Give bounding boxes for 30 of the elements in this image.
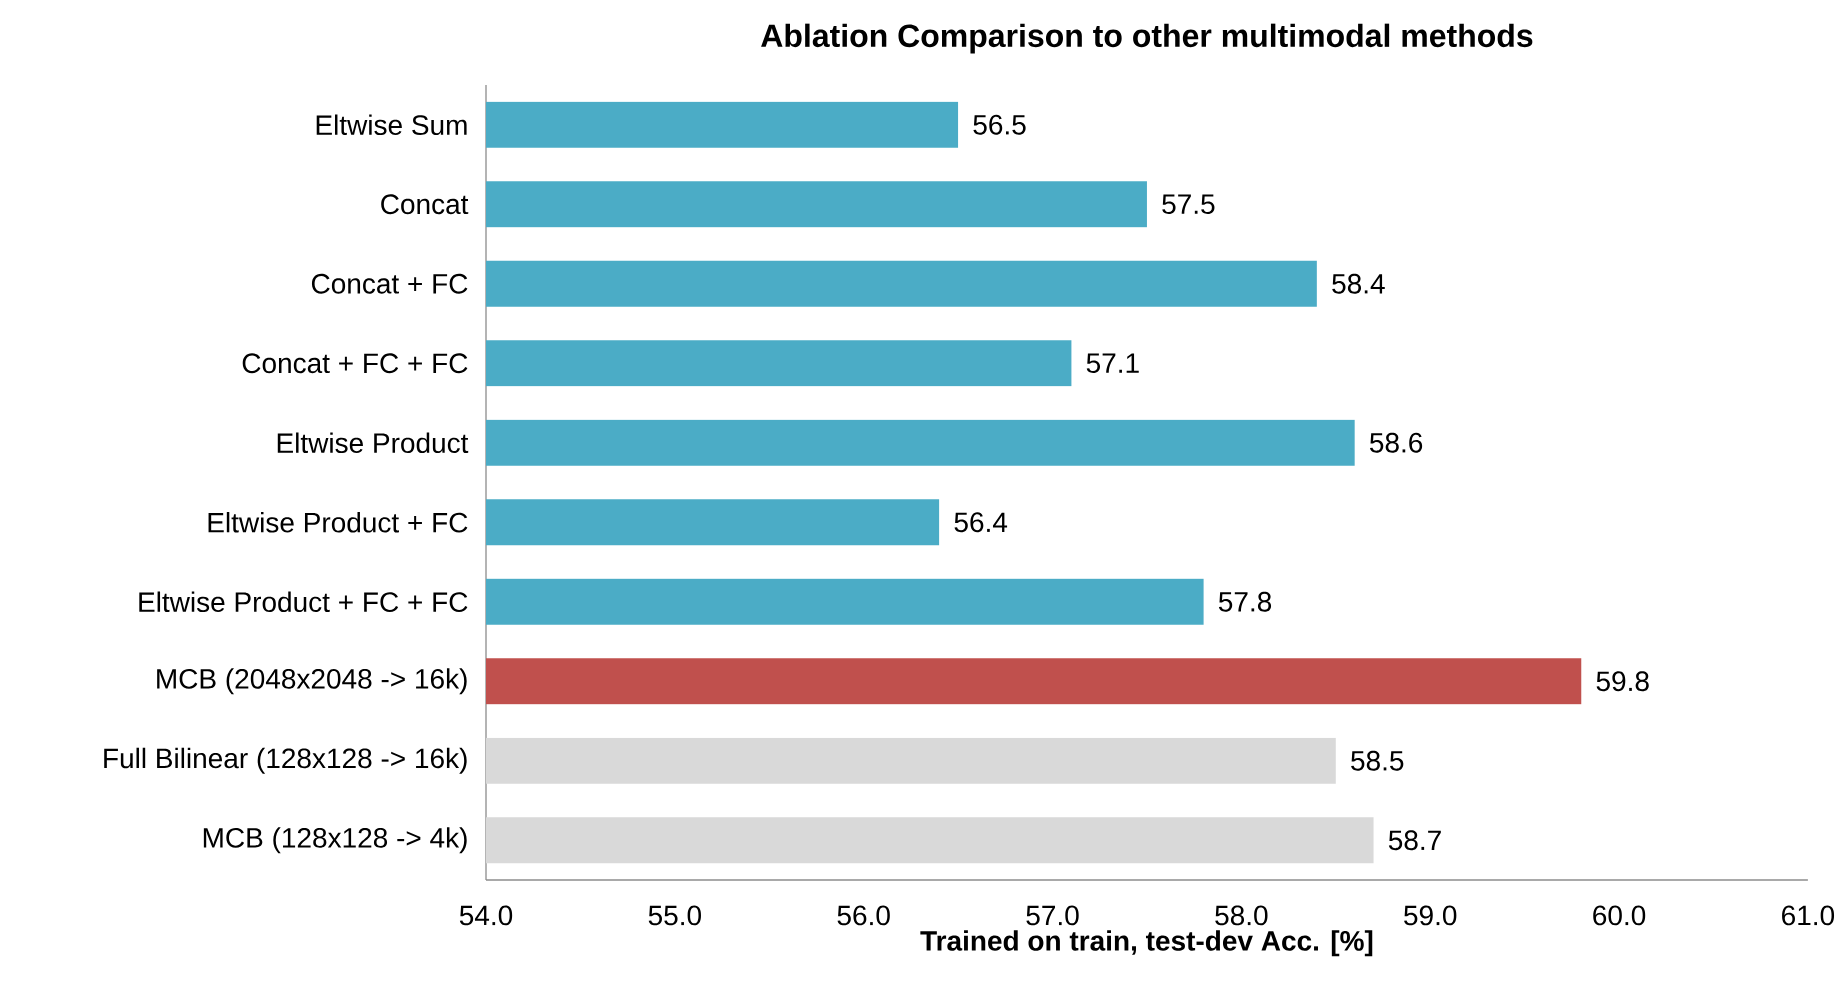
data-label: 57.8	[1218, 591, 1272, 612]
y-tick-label: Eltwise Sum	[316, 114, 467, 136]
data-label: 58.6	[1369, 432, 1423, 453]
x-tick-label: 61.0	[1782, 905, 1835, 926]
x-tick-label: 57.0	[1026, 905, 1079, 926]
x-tick-label: 56.0	[837, 905, 890, 926]
x-tick-label: 55.0	[648, 905, 701, 926]
chart-title: Ablation Comparison to other multimodal methods	[761, 23, 1533, 54]
data-label: 57.1	[1086, 353, 1139, 374]
y-tick-label: MCB (2048x2048 -> 16k)	[157, 668, 467, 695]
x-axis-title: Trained on train, test-dev Acc. [%]	[920, 930, 1373, 957]
x-tick-label: 54.0	[459, 905, 513, 926]
data-label: 58.4	[1332, 273, 1385, 294]
y-tick-label: Eltwise Product	[277, 432, 469, 454]
x-tick-label: 59.0	[1404, 905, 1457, 926]
data-label: 57.5	[1162, 194, 1215, 215]
y-tick-label: Eltwise Product + FC	[208, 511, 468, 533]
y-tick-label: Full Bilinear (128x128 -> 16k)	[104, 747, 467, 774]
data-label: 58.5	[1351, 750, 1404, 771]
data-label: 59.8	[1596, 671, 1649, 692]
data-label: 56.4	[954, 512, 1008, 533]
y-tick-label: Concat + FC	[311, 273, 468, 294]
x-tick-label: 60.0	[1593, 905, 1646, 926]
y-tick-label: Concat + FC + FC	[242, 353, 468, 374]
x-tick-label: 58.0	[1215, 905, 1268, 926]
y-tick-label: Concat	[381, 194, 469, 215]
y-tick-label: MCB (128x128 -> 4k)	[203, 827, 467, 854]
data-label: 56.5	[973, 114, 1026, 135]
y-tick-label: Eltwise Product + FC + FC	[139, 591, 468, 613]
data-label: 58.7	[1388, 830, 1441, 851]
